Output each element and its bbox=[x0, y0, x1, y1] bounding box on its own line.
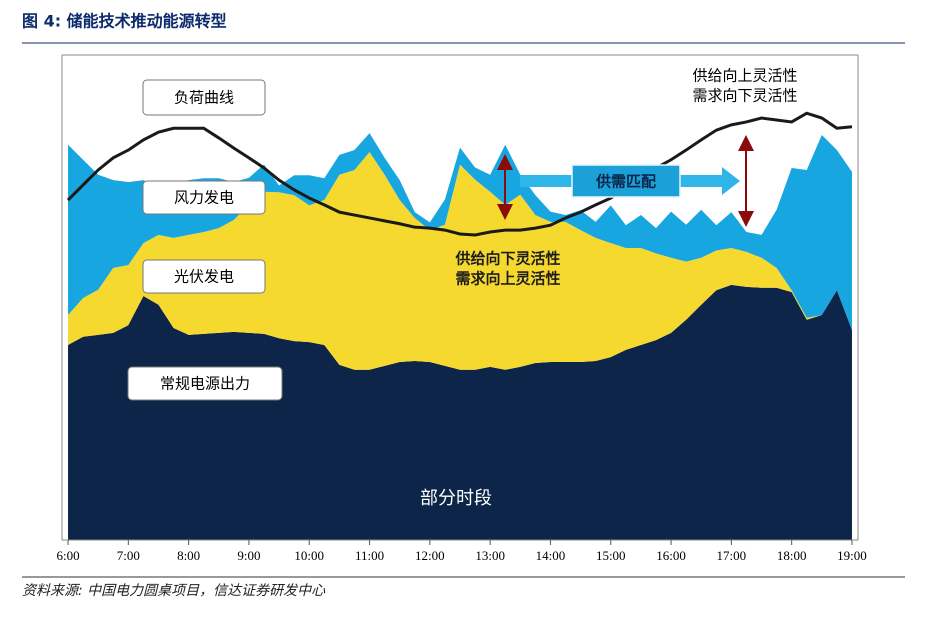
x-tick-label: 17:00 bbox=[717, 548, 747, 563]
annotation: 需求向上灵活性 bbox=[455, 270, 560, 288]
x-tick-label: 18:00 bbox=[777, 548, 807, 563]
annotation: 供需匹配 bbox=[595, 173, 656, 191]
x-tick-label: 14:00 bbox=[536, 548, 566, 563]
x-tick-label: 8:00 bbox=[177, 548, 200, 563]
annotation: 供给向上灵活性 bbox=[692, 67, 797, 85]
legend-label: 负荷曲线 bbox=[174, 89, 234, 107]
label-box bbox=[142, 259, 266, 294]
label-box bbox=[127, 366, 283, 401]
annotation: 供给向下灵活性 bbox=[454, 250, 560, 268]
x-tick-label: 9:00 bbox=[237, 548, 260, 563]
legend-label: 光伏发电 bbox=[174, 268, 234, 286]
chart-title: 图 4: 储能技术推动能源转型 bbox=[22, 12, 227, 31]
x-tick-label: 7:00 bbox=[117, 548, 140, 563]
legend-label: 常规电源出力 bbox=[160, 375, 250, 393]
plot-frame bbox=[61, 54, 859, 541]
x-tick-label: 12:00 bbox=[415, 548, 445, 563]
x-tick-label: 15:00 bbox=[596, 548, 626, 563]
x-tick-label: 16:00 bbox=[656, 548, 686, 563]
x-tick-label: 19:00 bbox=[837, 548, 867, 563]
legend-label: 风力发电 bbox=[174, 189, 234, 207]
match-box bbox=[571, 164, 681, 198]
annotation: 部分时段 bbox=[420, 488, 492, 509]
label-box bbox=[142, 180, 266, 215]
annotation-layer: 供需匹配 负荷曲线 风力发电 光伏发电 常规电源出力 供给向上灵活性 需求向下灵… bbox=[127, 67, 798, 509]
load-line bbox=[66, 111, 853, 237]
label-box bbox=[142, 79, 266, 116]
x-tick-label: 10:00 bbox=[294, 548, 324, 563]
source: 资料来源: 中国电力圆桌项目，信达证券研发中心 bbox=[22, 583, 326, 599]
x-tick-label: 11:00 bbox=[355, 548, 384, 563]
x-tick-label: 6:00 bbox=[56, 548, 79, 563]
area bbox=[68, 284, 852, 540]
x-tick-label: 13:00 bbox=[475, 548, 505, 563]
annotation: 需求向下灵活性 bbox=[692, 87, 797, 105]
